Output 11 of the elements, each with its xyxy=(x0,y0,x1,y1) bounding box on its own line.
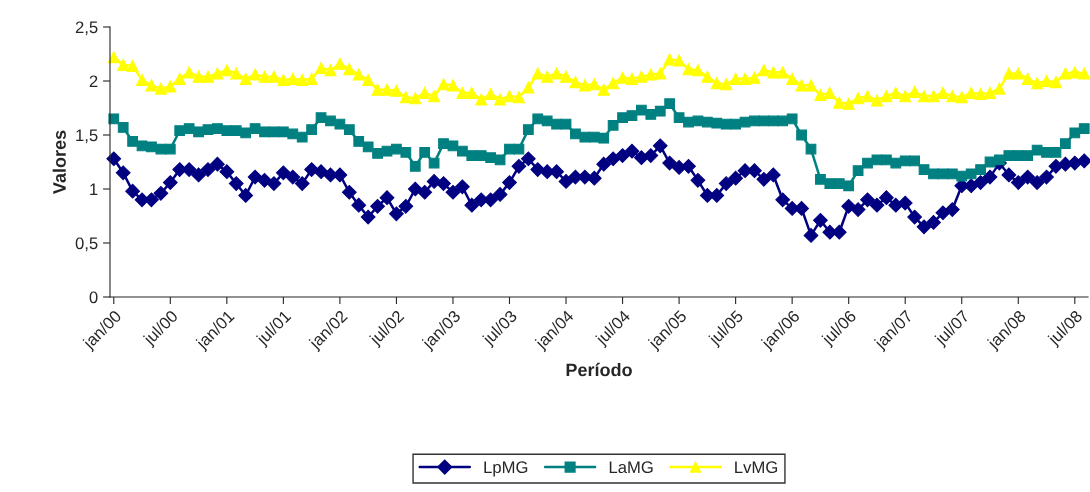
y-tick-label: 2 xyxy=(89,75,98,88)
y-tick-label: 1,5 xyxy=(76,129,98,144)
y-tick-label: 0,5 xyxy=(75,237,98,252)
y-axis-title: Valores xyxy=(52,130,66,194)
y-tick-label: 2,5 xyxy=(75,21,98,36)
x-axis-title: Período xyxy=(566,362,632,377)
y-tick-label: 0 xyxy=(89,291,98,304)
legend-label: LpMG xyxy=(484,461,528,477)
y-tick-label: 1 xyxy=(90,183,98,196)
legend-label: LvMG xyxy=(735,461,778,474)
legend-label: LaMG xyxy=(609,461,653,474)
